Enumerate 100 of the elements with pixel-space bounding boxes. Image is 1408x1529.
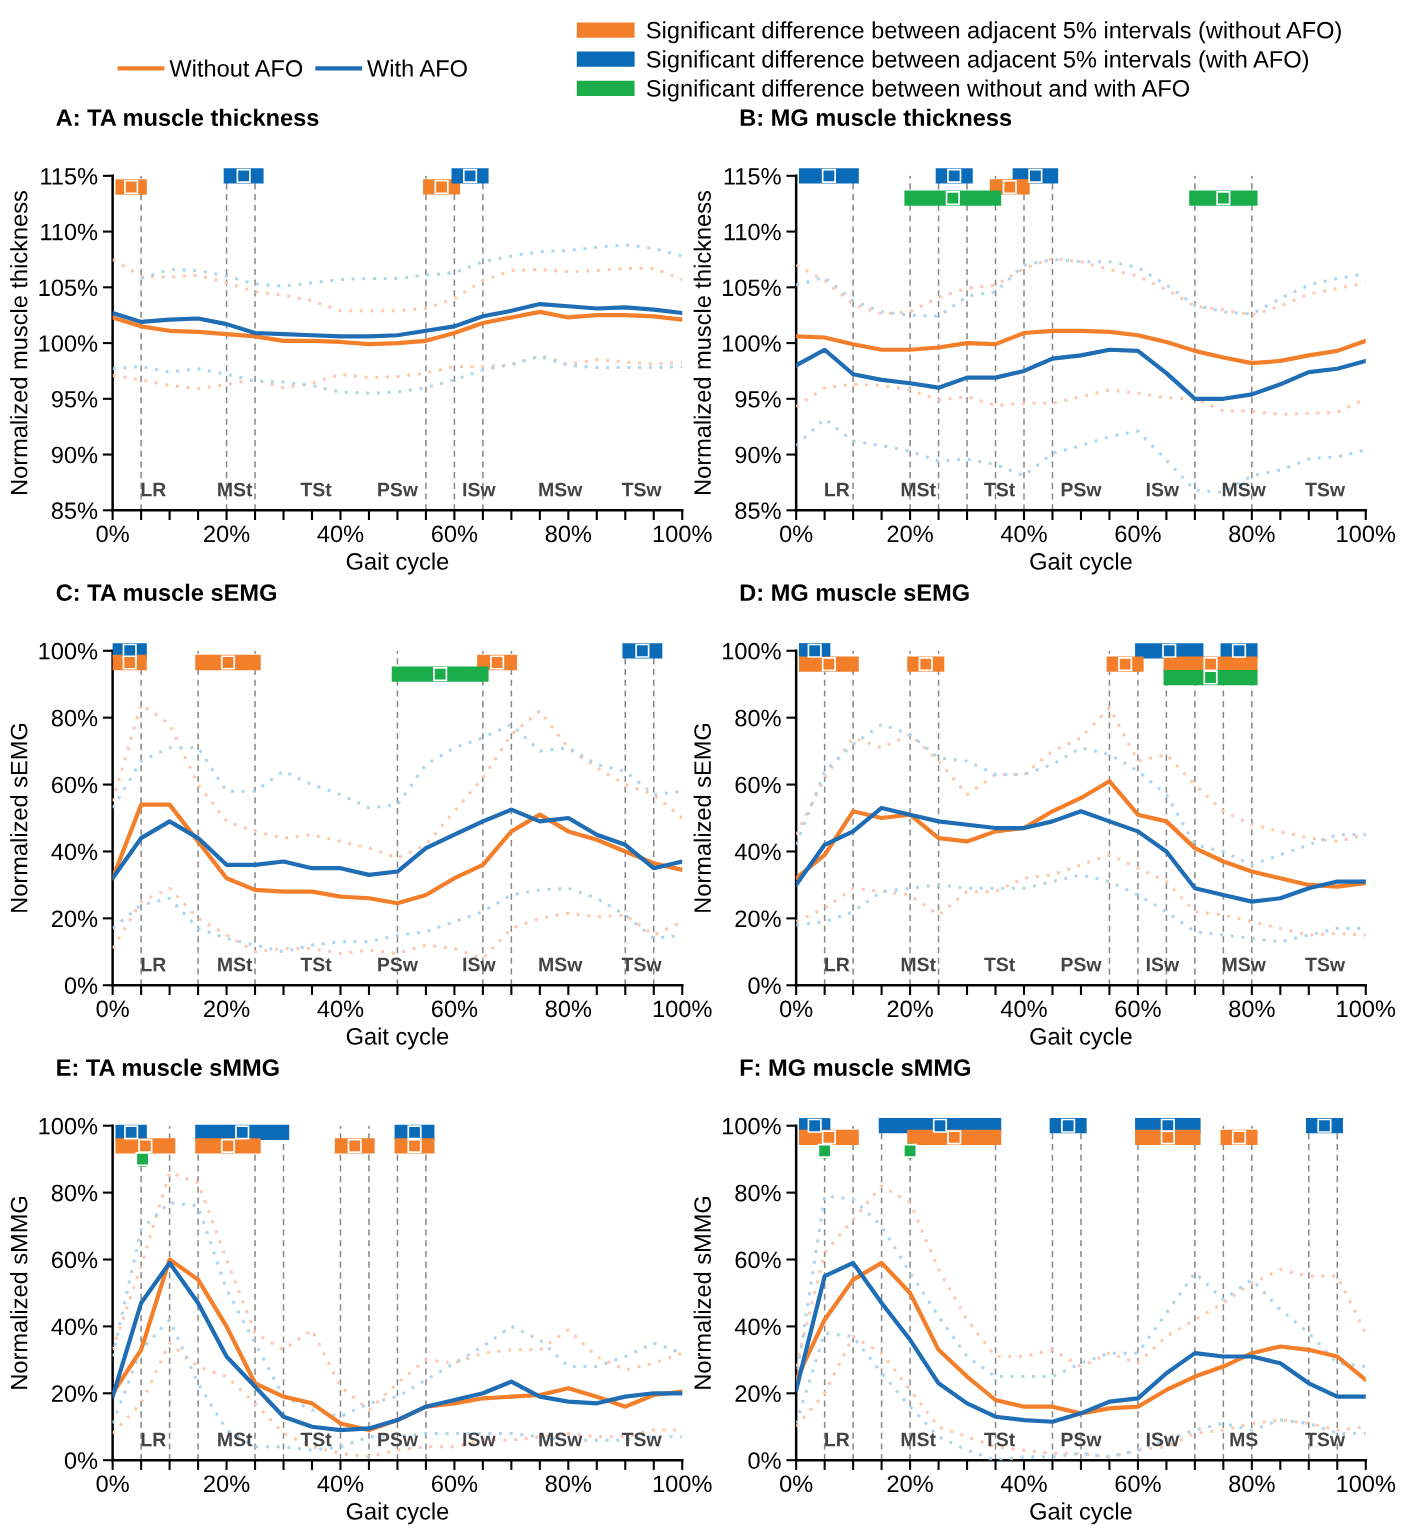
x-tick-label: 100% bbox=[1337, 1000, 1396, 1018]
annotation: MS bbox=[1230, 1432, 1258, 1447]
y-tick-label: 80% bbox=[51, 1184, 98, 1202]
y-tick-label: 60% bbox=[52, 776, 98, 794]
annotation: MSt bbox=[901, 957, 936, 972]
annotation: TSw bbox=[621, 1432, 662, 1447]
x-tick-label: 60% bbox=[431, 1000, 478, 1018]
x-tick-label: 0% bbox=[96, 525, 129, 543]
x-axis-title: Gait cycle bbox=[1030, 552, 1132, 575]
annotation: MSt bbox=[218, 957, 253, 972]
y-tick-label: 100% bbox=[39, 1117, 98, 1135]
y-tick-label: 40% bbox=[51, 1318, 98, 1336]
annotation: MSt bbox=[218, 482, 253, 497]
y-tick-label: 80% bbox=[51, 709, 98, 727]
chart-title: B: MG muscle thickness bbox=[740, 108, 1012, 127]
y-axis-title: Normalized sEMG bbox=[693, 724, 711, 912]
y-tick-label: 85% bbox=[735, 502, 781, 520]
y-tick-label: 60% bbox=[735, 1251, 781, 1269]
y-tick-label: 115% bbox=[41, 168, 98, 185]
x-tick-label: 40% bbox=[317, 1000, 364, 1018]
x-tick-label: 100% bbox=[653, 1475, 712, 1493]
x-tick-label: 60% bbox=[1115, 525, 1161, 543]
annotation: ISw bbox=[463, 482, 496, 497]
y-tick-label: 40% bbox=[734, 843, 781, 861]
annotation: MSw bbox=[539, 957, 583, 972]
y-tick-label: 20% bbox=[735, 910, 781, 928]
y-tick-label: 95% bbox=[735, 390, 781, 408]
annotation: LR bbox=[825, 482, 850, 497]
annotation: LR bbox=[141, 957, 166, 972]
chart-title: D: MG muscle sEMG bbox=[740, 583, 969, 602]
annotation: MSw bbox=[539, 1432, 583, 1447]
annotation: LR bbox=[825, 1432, 850, 1447]
annotation: TSw bbox=[1305, 1432, 1346, 1447]
x-tick-label: 40% bbox=[1000, 1000, 1047, 1018]
y-tick-label: 20% bbox=[735, 1385, 781, 1403]
y-axis-title: Normalized sEMG bbox=[10, 724, 28, 912]
annotation: ISw bbox=[1146, 957, 1180, 972]
chart-title: E: TA muscle sMMG bbox=[57, 1058, 279, 1076]
x-tick-label: 20% bbox=[204, 1475, 250, 1493]
y-tick-label: 100% bbox=[722, 1117, 781, 1135]
y-tick-label: 100% bbox=[722, 335, 781, 352]
x-tick-label: 40% bbox=[1000, 525, 1047, 543]
y-tick-label: 0% bbox=[748, 1452, 781, 1469]
x-tick-label: 80% bbox=[545, 525, 592, 543]
annotation: ISw bbox=[1146, 482, 1180, 497]
x-tick-label: 20% bbox=[887, 525, 933, 543]
annotation: ISw bbox=[1146, 1432, 1180, 1447]
x-tick-label: 100% bbox=[1337, 1475, 1396, 1493]
x-tick-label: 40% bbox=[317, 525, 364, 543]
x-tick-label: 20% bbox=[887, 1475, 933, 1493]
x-tick-label: 20% bbox=[887, 1000, 933, 1018]
x-tick-label: 0% bbox=[780, 1475, 813, 1493]
y-tick-label: 95% bbox=[51, 390, 98, 408]
legend-label: Significant difference between adjacent 5% intervals (without AFO) bbox=[646, 21, 1341, 44]
annotation: ISw bbox=[463, 1432, 496, 1447]
annotation: TSw bbox=[621, 957, 662, 972]
annotation: MSw bbox=[539, 482, 583, 497]
x-tick-label: 60% bbox=[431, 1475, 478, 1493]
annotation: TSw bbox=[1305, 482, 1346, 497]
annotation: PSw bbox=[1061, 1432, 1102, 1447]
y-tick-label: 100% bbox=[39, 642, 98, 660]
y-tick-label: 90% bbox=[51, 446, 98, 464]
y-tick-label: 80% bbox=[735, 709, 781, 727]
y-tick-label: 40% bbox=[51, 843, 98, 861]
y-tick-label: 40% bbox=[734, 1318, 781, 1336]
y-axis-title: Normalized sMMG bbox=[10, 1196, 28, 1389]
annotation: PSw bbox=[1061, 957, 1102, 972]
annotation: PSw bbox=[378, 482, 419, 497]
annotation: ISw bbox=[463, 957, 496, 972]
y-tick-label: 80% bbox=[735, 1184, 781, 1202]
annotation: PSw bbox=[378, 957, 419, 972]
annotation: LR bbox=[141, 1432, 166, 1447]
x-tick-label: 80% bbox=[1229, 525, 1275, 543]
x-tick-label: 40% bbox=[1000, 1475, 1047, 1493]
x-tick-label: 80% bbox=[1229, 1475, 1275, 1493]
y-tick-label: 20% bbox=[51, 910, 98, 928]
x-tick-label: 100% bbox=[653, 525, 712, 543]
chart-title: C: TA muscle sEMG bbox=[56, 583, 276, 602]
x-axis-title: Gait cycle bbox=[1030, 1027, 1132, 1050]
chart-title: F: MG muscle sMMG bbox=[740, 1058, 970, 1076]
y-tick-label: 110% bbox=[724, 223, 781, 241]
y-tick-label: 115% bbox=[724, 168, 781, 185]
annotation: TSw bbox=[621, 482, 662, 497]
annotation: TSt bbox=[984, 957, 1016, 972]
annotation: TSt bbox=[984, 1432, 1016, 1447]
annotation: MSw bbox=[1222, 957, 1266, 972]
y-tick-label: 90% bbox=[735, 446, 781, 464]
legend-label: Significant difference between adjacent 5% intervals (with AFO) bbox=[646, 50, 1309, 73]
x-tick-label: 20% bbox=[204, 1000, 250, 1018]
x-tick-label: 80% bbox=[1229, 1000, 1275, 1018]
annotation: TSt bbox=[300, 482, 332, 497]
y-tick-label: 0% bbox=[748, 977, 781, 995]
legend-label: Without AFO bbox=[169, 59, 303, 77]
y-tick-label: 110% bbox=[41, 223, 98, 241]
annotation: MSt bbox=[901, 1432, 936, 1447]
annotation: MSt bbox=[901, 482, 936, 497]
x-tick-label: 80% bbox=[545, 1000, 592, 1018]
x-axis-title: Gait cycle bbox=[346, 552, 449, 575]
x-axis-title: Gait cycle bbox=[346, 1502, 449, 1525]
chart-title: A: TA muscle thickness bbox=[56, 108, 319, 127]
